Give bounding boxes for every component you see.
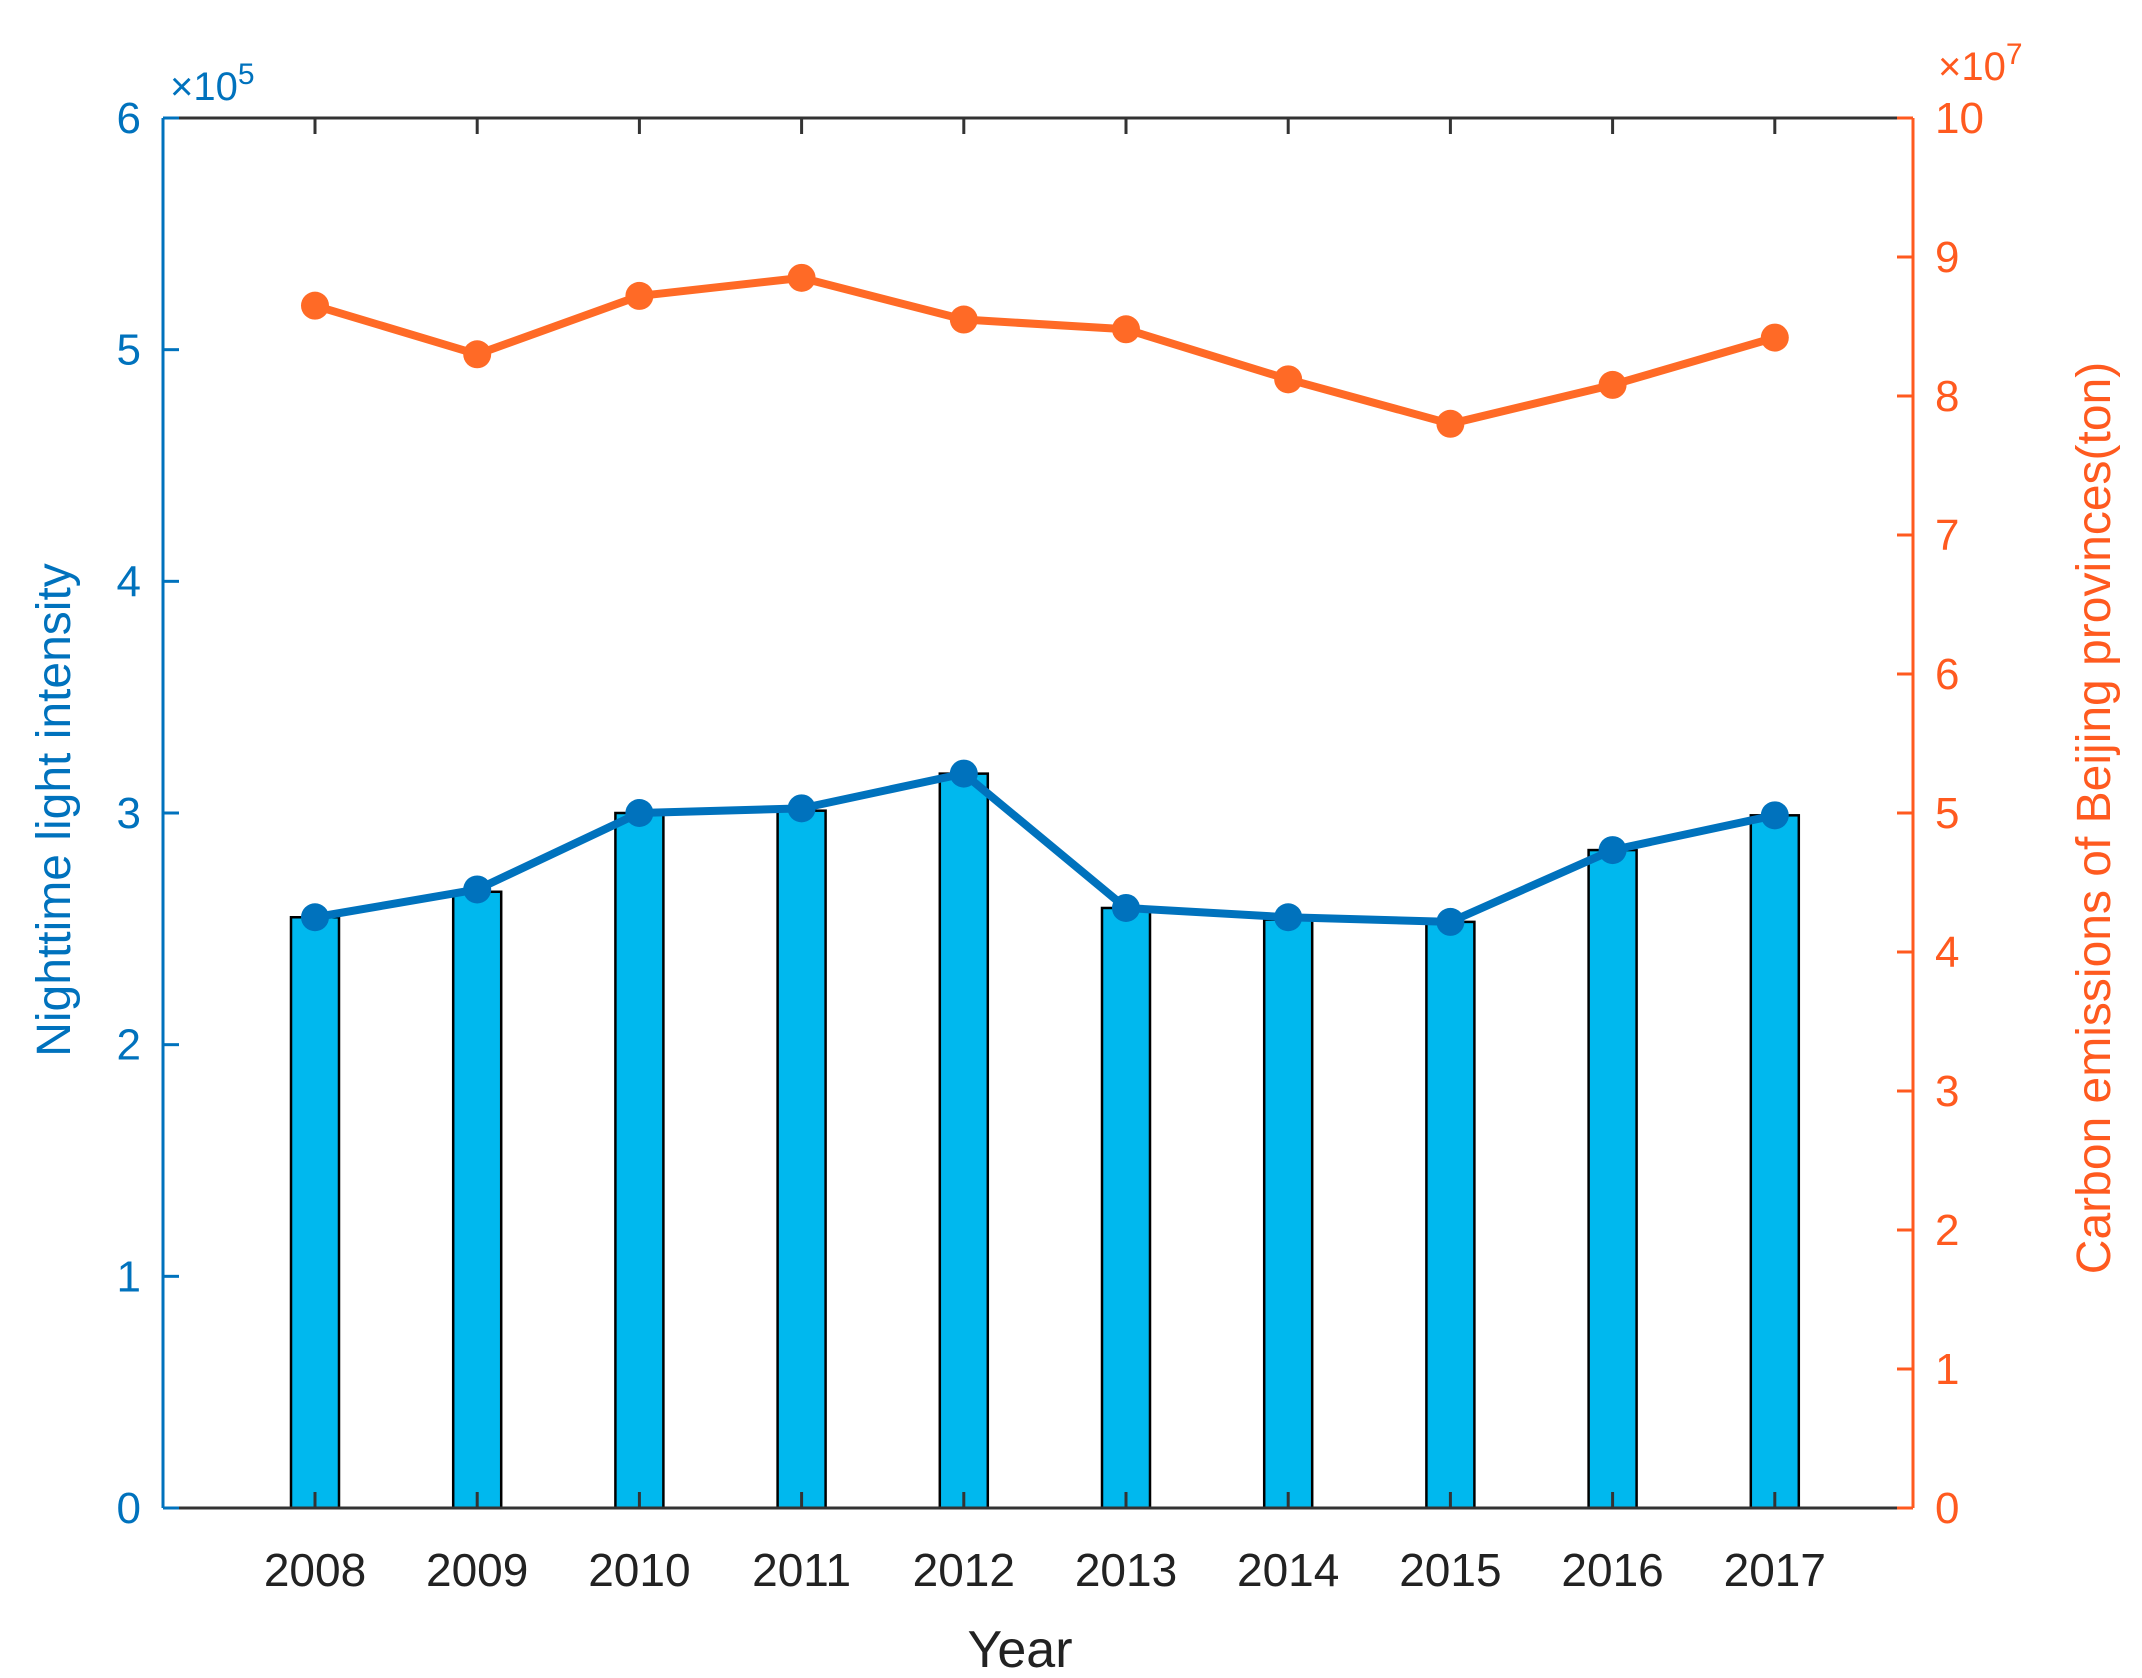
right-tick-label-7: 7 — [1935, 511, 1959, 560]
light-intensity-point-2008 — [301, 903, 329, 932]
light-intensity-line — [311, 769, 1779, 926]
x-tick-label-2015: 2015 — [1399, 1544, 1501, 1596]
bar-2009 — [451, 890, 503, 1510]
light-intensity-point-2017 — [1760, 801, 1789, 830]
light-intensity-point-2016 — [1598, 836, 1627, 865]
bar-2016 — [1587, 848, 1638, 1510]
left-tick-label-5: 5 — [117, 326, 141, 375]
bar-2011 — [776, 809, 827, 1510]
x-tick-label-2013: 2013 — [1075, 1544, 1177, 1596]
light-intensity-point-2009 — [463, 875, 492, 904]
bar-2015 — [1425, 920, 1476, 1510]
x-tick-label-2009: 2009 — [426, 1544, 528, 1596]
left-exponent-label: ×105 — [170, 58, 255, 109]
right-tick-label-4: 4 — [1935, 928, 1959, 977]
axes-layer: 0 1 2 3 4 5 6 0 1 2 3 4 5 6 7 8 9 10 2008 2009 2010 2011 2012 2… — [117, 94, 1984, 1596]
right-tick-label-3: 3 — [1935, 1067, 1959, 1116]
left-tick-label-4: 4 — [117, 557, 141, 606]
carbon-emissions-point-2009 — [463, 340, 492, 369]
x-tick-label-2011: 2011 — [752, 1544, 851, 1596]
carbon-emissions-point-2016 — [1598, 370, 1627, 399]
x-tick-label-2012: 2012 — [913, 1544, 1015, 1596]
left-tick-label-2: 2 — [117, 1021, 141, 1070]
right-tick-label-1: 1 — [1935, 1345, 1959, 1394]
bar-2010 — [614, 811, 665, 1510]
left-tick-label-1: 1 — [117, 1252, 141, 1301]
x-axis-label: Year — [967, 1621, 1072, 1678]
bar-2012 — [938, 772, 990, 1510]
carbon-emissions-point-2014 — [1274, 365, 1303, 394]
left-tick-label-6: 6 — [117, 94, 141, 143]
carbon-emissions-point-2008 — [301, 291, 329, 320]
x-tick-label-2016: 2016 — [1561, 1544, 1663, 1596]
x-tick-label-2017: 2017 — [1724, 1544, 1826, 1596]
bar-2014 — [1262, 918, 1314, 1510]
light-intensity-point-2014 — [1274, 903, 1303, 932]
bar-2013 — [1100, 906, 1152, 1510]
light-intensity-point-2010 — [625, 799, 654, 827]
light-intensity-point-2013 — [1112, 893, 1140, 922]
carbon-emissions-point-2011 — [787, 263, 816, 292]
bar-2017 — [1749, 814, 1801, 1510]
carbon-emissions-line — [311, 273, 1779, 428]
x-tick-label-2014: 2014 — [1237, 1544, 1339, 1596]
light-intensity-point-2015 — [1436, 907, 1465, 936]
right-exponent-power: 7 — [2006, 38, 2023, 71]
carbon-emissions-point-2010 — [625, 281, 654, 310]
left-tick-label-3: 3 — [117, 789, 141, 838]
right-tick-label-9: 9 — [1935, 233, 1959, 282]
carbon-emissions-point-2015 — [1436, 409, 1465, 438]
light-intensity-point-2011 — [787, 794, 816, 823]
right-tick-label-6: 6 — [1935, 650, 1959, 699]
left-axis-label: Nighttime light intensity — [28, 563, 81, 1057]
right-tick-label-5: 5 — [1935, 789, 1959, 838]
right-tick-label-8: 8 — [1935, 372, 1959, 421]
carbon-emissions-point-2017 — [1760, 323, 1789, 352]
bars-layer — [289, 772, 1801, 1510]
left-exponent-power: 5 — [238, 58, 255, 91]
left-tick-label-0: 0 — [117, 1484, 141, 1533]
right-tick-label-2: 2 — [1935, 1206, 1959, 1255]
right-axis-label: Carbon emissions of Beijing provinces(to… — [2068, 362, 2121, 1274]
right-tick-label-10: 10 — [1935, 94, 1984, 143]
carbon-emissions-point-2012 — [949, 305, 978, 334]
light-intensity-point-2012 — [949, 759, 978, 788]
x-tick-label-2008: 2008 — [264, 1544, 366, 1596]
x-tick-label-2010: 2010 — [588, 1544, 690, 1596]
lines-layer — [301, 263, 1789, 936]
carbon-emissions-point-2013 — [1112, 315, 1140, 344]
right-exponent-label: ×107 — [1938, 38, 2023, 89]
right-tick-label-0: 0 — [1935, 1484, 1959, 1533]
bar-2008 — [289, 916, 341, 1510]
